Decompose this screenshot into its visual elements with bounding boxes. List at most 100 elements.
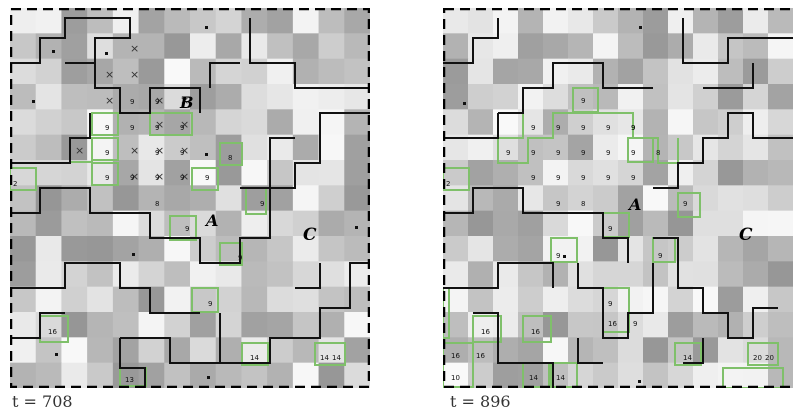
time-caption-right: t = 896	[450, 392, 511, 411]
grid-cell	[643, 185, 669, 212]
grid-cell	[743, 160, 769, 186]
grid-cell	[190, 134, 217, 161]
svg-text:×: ×	[75, 144, 84, 157]
grid-cell	[241, 160, 268, 186]
grid-cell	[643, 58, 669, 85]
svg-text:×: ×	[155, 118, 164, 131]
grid-cell	[138, 8, 165, 34]
dot-markers	[32, 26, 358, 379]
grid-cell	[443, 8, 469, 34]
cell-number: 9	[531, 149, 535, 157]
grid-cell	[215, 8, 242, 34]
cell-number: 9	[105, 124, 109, 132]
region-label-a: A	[627, 195, 641, 214]
svg-text:×: ×	[130, 144, 139, 157]
grid-cell	[768, 261, 793, 288]
grid-cell	[164, 337, 191, 364]
grid-cell	[568, 8, 594, 34]
grid-cell	[443, 261, 469, 288]
grid-cell	[318, 33, 345, 60]
grid-cell	[643, 33, 669, 60]
grid-cell	[493, 210, 519, 237]
grid-cell	[318, 134, 345, 161]
cell-number: 14	[320, 354, 329, 362]
grid-cell	[693, 337, 719, 364]
grid-cell	[718, 8, 744, 34]
grid-cell	[318, 8, 345, 34]
grid-cell	[518, 8, 544, 34]
grid-cell	[292, 362, 320, 388]
grid-cell	[543, 261, 569, 288]
grid-cell	[568, 210, 594, 237]
grid-cell	[10, 84, 37, 110]
grid-cell	[718, 261, 744, 288]
grid-cell	[267, 337, 294, 364]
region-label-c: C	[303, 225, 317, 245]
grid-cell	[138, 261, 165, 288]
cell-number: 16	[608, 320, 617, 328]
grid-cell	[35, 8, 62, 34]
grid-cell	[10, 33, 37, 60]
grid-cell	[518, 286, 544, 313]
grid-cell	[768, 160, 793, 186]
svg-text:×: ×	[130, 170, 139, 183]
grid-cell	[138, 160, 165, 186]
grid-cell	[543, 286, 569, 313]
grid-cell	[543, 362, 569, 388]
grid-cell	[668, 185, 694, 212]
cell-number: 9	[105, 149, 109, 157]
grid-cell	[468, 210, 494, 237]
cell-number: 16	[451, 352, 460, 360]
grid-cell	[718, 185, 744, 212]
svg-text:×: ×	[180, 170, 189, 183]
grid-cell	[543, 210, 569, 237]
grid-cell	[668, 210, 694, 237]
grid-cell	[10, 109, 37, 136]
svg-text:×: ×	[155, 144, 164, 157]
svg-text:×: ×	[130, 42, 139, 55]
grid-cell	[87, 185, 114, 212]
grid-cell	[138, 236, 165, 262]
grid-cell	[468, 185, 494, 212]
grid-cell	[693, 160, 719, 186]
cell-number: 9	[208, 300, 212, 308]
grid-cell	[164, 8, 191, 34]
grid-cell	[668, 312, 694, 338]
dashed-frame	[443, 8, 793, 388]
grid-cell	[241, 362, 268, 388]
grid-cell	[35, 134, 62, 161]
svg-text:×: ×	[180, 118, 189, 131]
cell-number: 16	[476, 352, 485, 360]
grid-cell	[318, 362, 345, 388]
grid-cell	[543, 8, 569, 34]
cell-number: 9	[631, 174, 635, 182]
grid-cell	[593, 185, 619, 212]
grid-cell	[190, 261, 217, 288]
grid-cell	[215, 286, 242, 313]
grid-cell	[190, 33, 217, 60]
grid-cell	[267, 109, 294, 136]
grid-cell	[493, 236, 519, 262]
grid-cell	[693, 109, 719, 136]
grid-cell	[693, 236, 719, 262]
cell-number: 14	[250, 354, 259, 362]
grid-cell	[768, 185, 793, 212]
grid-cell	[568, 286, 594, 313]
grid-cell	[138, 134, 165, 161]
grid-cell	[292, 185, 320, 212]
grid-cell	[643, 362, 669, 388]
grid-cell	[61, 84, 88, 110]
svg-text:×: ×	[130, 68, 139, 81]
svg-text:×: ×	[105, 94, 114, 107]
grid-cell	[593, 312, 619, 338]
grid-cell	[743, 185, 769, 212]
grid-cell	[292, 236, 320, 262]
grid-cell	[190, 337, 217, 364]
grid-cell	[190, 8, 217, 34]
grid-cell	[10, 261, 37, 288]
cell-number: 9	[531, 124, 535, 132]
grid-cell	[61, 109, 88, 136]
grid-cell	[443, 84, 469, 110]
grid-cell	[543, 185, 569, 212]
grid-cell	[668, 261, 694, 288]
